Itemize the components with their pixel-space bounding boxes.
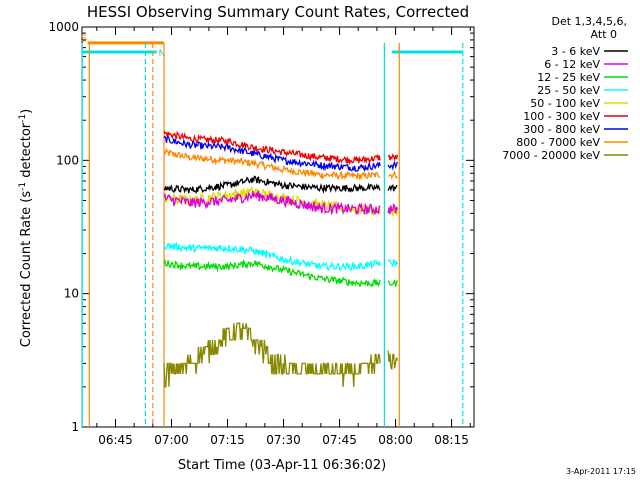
series-line-tail xyxy=(387,279,398,287)
y-axis-label-part3: ) xyxy=(19,109,34,114)
legend-label: 100 - 300 keV xyxy=(523,110,600,123)
x-tick-label: 08:00 xyxy=(378,433,413,447)
legend-label: 300 - 800 keV xyxy=(523,123,600,136)
x-tick-label: 07:15 xyxy=(210,433,245,447)
y-axis-label-sup2: -1 xyxy=(18,114,28,123)
legend-label: 25 - 50 keV xyxy=(537,84,600,97)
legend-label: 7000 - 20000 keV xyxy=(502,149,600,162)
legend-header-line2: Att 0 xyxy=(591,28,617,41)
series-line-tail xyxy=(387,350,399,371)
legend-label: 6 - 12 keV xyxy=(544,58,600,71)
series-line xyxy=(163,241,381,272)
series-line xyxy=(163,190,381,216)
y-tick-labels: 1 10 100 1000 xyxy=(48,20,79,434)
series-line xyxy=(163,258,381,288)
series-line-tail xyxy=(387,258,399,268)
x-tick-labels: 06:45 07:00 07:15 07:30 07:45 08:00 08:15 xyxy=(98,433,469,447)
plot-frame xyxy=(81,26,475,428)
legend-label: 12 - 25 keV xyxy=(537,71,600,84)
x-axis-label: Start Time (03-Apr-11 06:36:02) xyxy=(178,458,386,473)
y-axis-label-sup1: -1 xyxy=(18,182,28,191)
series-line-tail xyxy=(387,153,399,162)
legend-header-line1: Det 1,3,4,5,6, xyxy=(551,15,627,28)
x-tick-label: 07:30 xyxy=(266,433,301,447)
series-line xyxy=(163,130,381,166)
series-line-tail xyxy=(387,183,398,192)
series-line xyxy=(163,175,381,194)
y-tick-label: 1000 xyxy=(48,20,79,34)
series-line-tail xyxy=(387,169,398,180)
chart-title: HESSI Observing Summary Count Rates, Cor… xyxy=(87,3,469,21)
x-tick-label: 06:45 xyxy=(98,433,133,447)
x-tick-label: 07:45 xyxy=(322,433,357,447)
x-tick-label: 07:00 xyxy=(154,433,189,447)
legend-label: 50 - 100 keV xyxy=(530,97,600,110)
y-tick-label: 100 xyxy=(56,153,79,167)
series-line-tail xyxy=(387,202,399,215)
y-tick-label: 1 xyxy=(71,420,79,434)
legend-label: 800 - 7000 keV xyxy=(516,136,600,149)
series-line xyxy=(163,322,381,388)
x-tick-label: 08:15 xyxy=(434,433,469,447)
series-line xyxy=(163,147,381,181)
series-line-tail xyxy=(387,160,399,171)
night-flag-label: N xyxy=(159,49,166,59)
y-axis-label-part1: Corrected Count Rate (s xyxy=(19,191,34,348)
y-tick-label: 10 xyxy=(64,287,79,301)
footer-date: 3-Apr-2011 17:15 xyxy=(566,467,636,476)
y-axis-label-part2: detector xyxy=(19,122,34,182)
y-axis-label: Corrected Count Rate (s-1 detector-1) xyxy=(18,109,34,347)
legend-label: 3 - 6 keV xyxy=(551,45,600,58)
saa-flag-label: S xyxy=(81,33,87,44)
plot-area: SN xyxy=(81,26,475,428)
series-line xyxy=(163,135,381,172)
